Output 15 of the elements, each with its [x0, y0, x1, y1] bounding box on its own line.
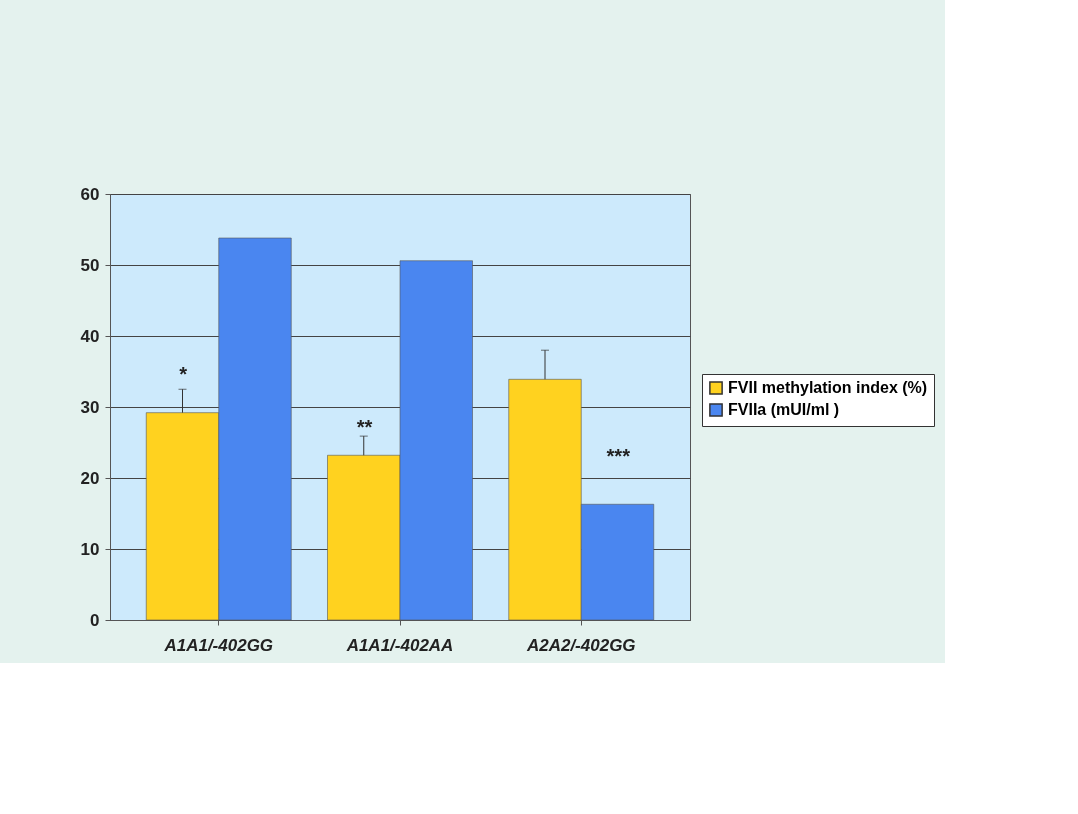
y-tick-label: 0: [90, 610, 100, 630]
y-tick-label: 60: [80, 184, 100, 204]
y-tick-label: 40: [80, 326, 100, 346]
legend-label: FVIIa (mUI/ml ): [728, 401, 840, 418]
x-tick-label: A1A1/-402AA: [345, 635, 454, 655]
y-tick-label: 20: [80, 468, 100, 488]
y-tick-label: 10: [80, 539, 100, 559]
x-tick-label: A1A1/-402GG: [163, 635, 274, 655]
y-tick-label: 30: [80, 397, 100, 417]
annotation: *: [178, 363, 188, 386]
annotation: ***: [605, 444, 631, 467]
y-tick-label: 50: [80, 255, 100, 275]
annotation: **: [355, 416, 373, 439]
legend-label: FVII methylation index (%): [728, 379, 928, 396]
x-tick-label: A2A2/-402GG: [525, 635, 636, 655]
